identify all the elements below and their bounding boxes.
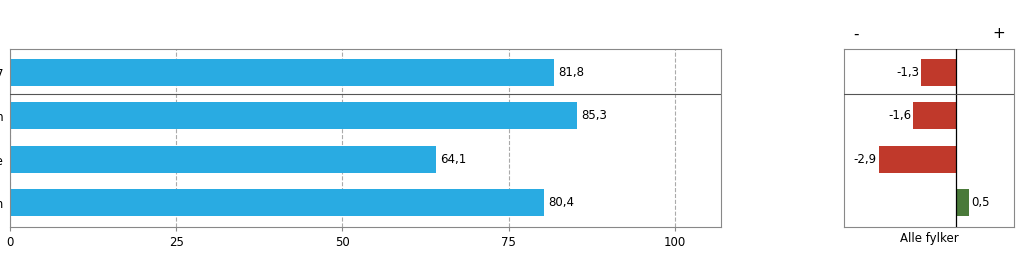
Bar: [913, 103, 955, 129]
Text: +: +: [992, 26, 1006, 42]
Text: 0,5: 0,5: [971, 196, 989, 210]
Bar: [879, 146, 955, 173]
Bar: [955, 190, 969, 216]
Text: 64,1: 64,1: [440, 153, 466, 166]
Bar: [10, 146, 436, 173]
Text: 85,3: 85,3: [581, 109, 607, 123]
Bar: [922, 59, 955, 86]
X-axis label: Alle fylker: Alle fylker: [900, 232, 958, 245]
Text: 80,4: 80,4: [549, 196, 574, 210]
Bar: [10, 103, 578, 129]
Bar: [10, 190, 545, 216]
Bar: [10, 59, 554, 86]
Text: -: -: [853, 26, 858, 42]
Text: 81,8: 81,8: [558, 66, 584, 79]
Text: -1,3: -1,3: [896, 66, 920, 79]
Text: -1,6: -1,6: [888, 109, 911, 123]
Text: -2,9: -2,9: [854, 153, 877, 166]
